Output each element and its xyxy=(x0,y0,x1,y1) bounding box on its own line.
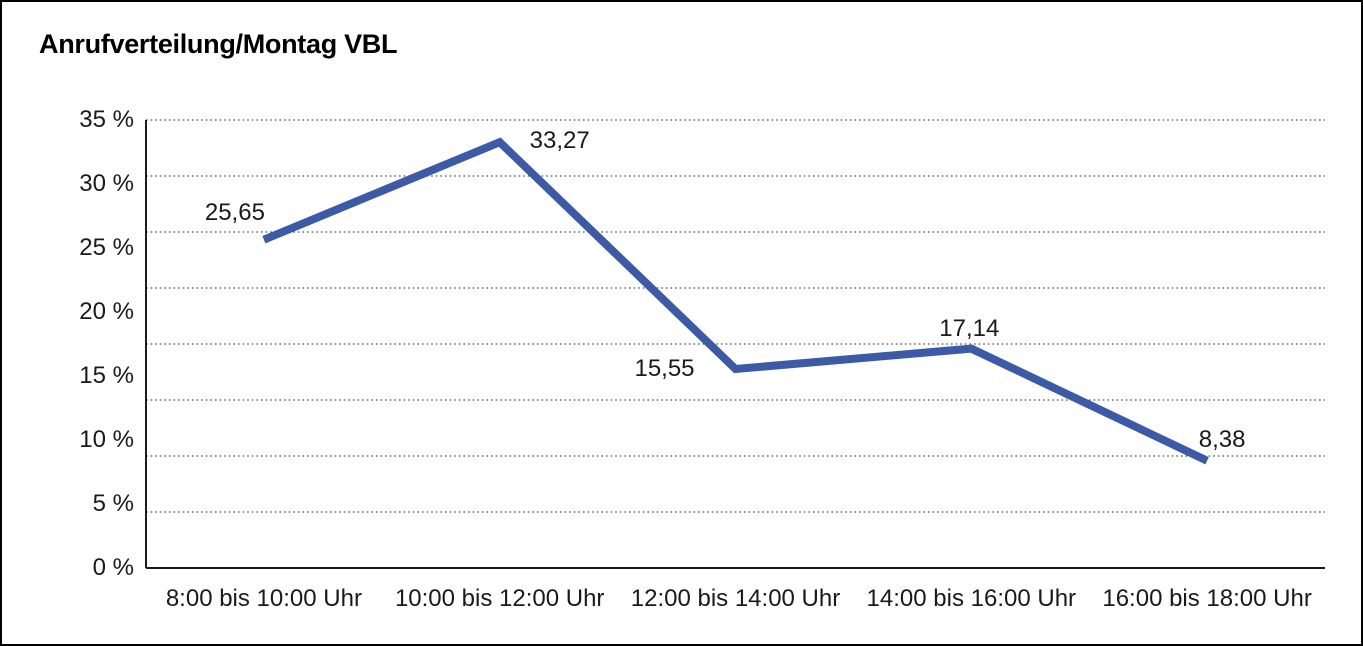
data-point-value-label: 8,38 xyxy=(1198,425,1246,453)
y-axis-tick-label: 15 % xyxy=(79,362,134,389)
data-point-value-label: 17,14 xyxy=(939,314,1000,342)
x-axis-category-label: 10:00 bis 12:00 Uhr xyxy=(394,585,605,612)
data-point-value-label: 25,65 xyxy=(204,198,265,226)
x-axis-category-label: 16:00 bis 18:00 Uhr xyxy=(1102,585,1312,612)
y-axis-tick-label: 20 % xyxy=(79,298,134,325)
data-point-value-label: 33,27 xyxy=(529,127,590,155)
x-axis-category-label: 12:00 bis 14:00 Uhr xyxy=(630,585,841,612)
y-axis-tick-label: 5 % xyxy=(92,490,134,517)
y-axis-tick-label: 35 % xyxy=(79,106,134,133)
y-axis-tick-label: 30 % xyxy=(79,170,134,197)
chart-title: Anrufverteilung/Montag VBL xyxy=(39,29,398,59)
data-point-value-label: 15,55 xyxy=(634,354,695,382)
y-axis-tick-label: 25 % xyxy=(79,234,134,261)
x-axis-category-label: 8:00 bis 10:00 Uhr xyxy=(165,585,362,612)
x-axis-category-label: 14:00 bis 16:00 Uhr xyxy=(866,585,1077,612)
y-axis-tick-label: 10 % xyxy=(79,426,134,453)
data-line xyxy=(262,137,1209,465)
y-axis-tick-label: 0 % xyxy=(92,554,134,581)
